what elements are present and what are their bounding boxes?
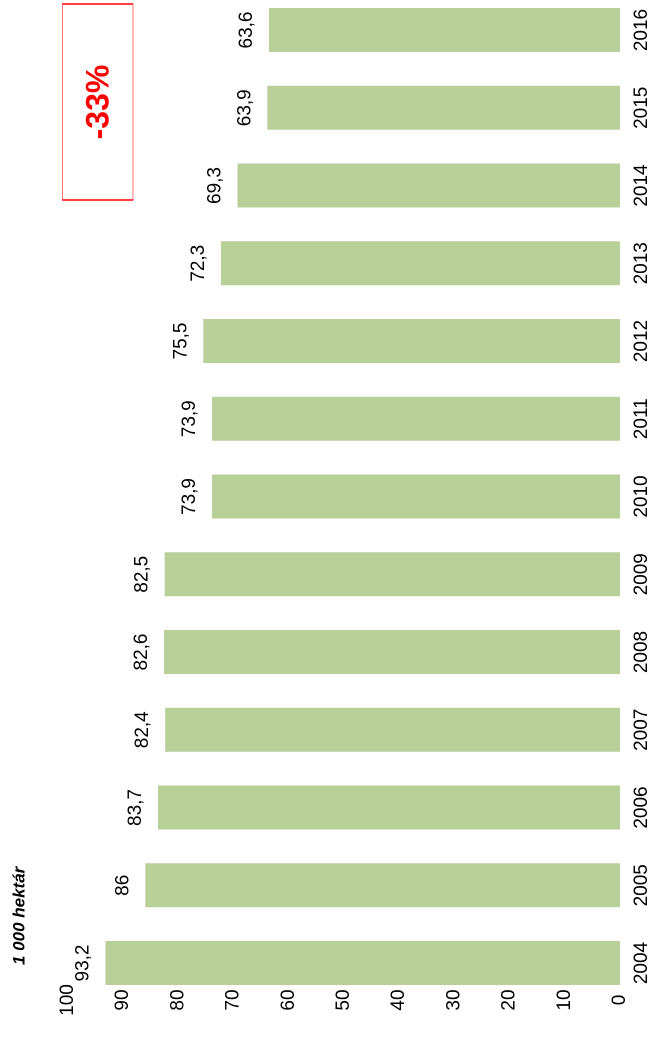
y-tick-label: 30 <box>443 989 464 1010</box>
y-tick-label: 80 <box>167 989 188 1010</box>
x-tick-label: 2013 <box>631 242 652 284</box>
value-label: 82,5 <box>132 556 153 593</box>
x-tick-label: 2014 <box>631 164 652 207</box>
value-label: 63,9 <box>234 89 255 126</box>
y-tick-label: 10 <box>554 989 575 1010</box>
rotated-plot: 1 000 hektár -33% 0 10 20 30 40 50 60 70 80 90 100… <box>9 3 652 1016</box>
y-tick-label: 90 <box>112 989 133 1010</box>
value-label: 73,9 <box>179 400 200 437</box>
bar <box>157 785 620 830</box>
value-label: 69,3 <box>204 167 225 204</box>
x-tick-label: 2004 <box>631 941 652 984</box>
value-label: 72,3 <box>188 245 209 282</box>
bar <box>145 863 620 908</box>
bar <box>105 941 620 985</box>
axis-unit: 1 000 hektár <box>9 865 28 965</box>
bar <box>212 474 621 519</box>
bar <box>268 8 620 52</box>
x-tick-label: 2011 <box>631 398 652 439</box>
bar <box>203 319 621 363</box>
x-tick-label: 2012 <box>631 320 652 362</box>
value-label: 82,6 <box>131 634 152 671</box>
y-tick-label: 60 <box>278 989 299 1010</box>
x-tick-label: 2016 <box>631 9 652 51</box>
bar <box>220 241 621 286</box>
value-label: 93,2 <box>73 945 94 982</box>
x-tick-label: 2007 <box>631 709 652 751</box>
bar <box>164 552 620 597</box>
x-tick-label: 2006 <box>631 786 652 828</box>
value-label: 75,5 <box>170 323 191 360</box>
x-tick-label: 2008 <box>631 631 652 673</box>
value-label: 82,4 <box>132 711 153 748</box>
y-tick-label: 50 <box>333 989 354 1010</box>
x-tick-label: 2015 <box>631 87 652 129</box>
annotation: -33% <box>79 65 115 140</box>
value-label: 86 <box>112 875 133 896</box>
y-tick-label: 100 <box>57 984 78 1016</box>
bar <box>165 707 620 752</box>
y-tick-label: 70 <box>223 989 244 1010</box>
value-label: 73,9 <box>179 478 200 515</box>
value-label: 63,6 <box>236 12 257 49</box>
bar <box>164 630 620 674</box>
bar <box>212 396 621 441</box>
x-tick-label: 2009 <box>631 553 652 595</box>
y-tick-label: 20 <box>499 989 520 1010</box>
x-tick-label: 2005 <box>631 864 652 906</box>
y-tick-label: 40 <box>388 989 409 1010</box>
y-tick-label: 0 <box>609 995 630 1006</box>
bar <box>267 85 620 130</box>
x-tick-label: 2010 <box>631 475 652 517</box>
value-label: 83,7 <box>125 789 146 826</box>
bar <box>237 163 621 208</box>
annotation-box <box>62 3 134 201</box>
